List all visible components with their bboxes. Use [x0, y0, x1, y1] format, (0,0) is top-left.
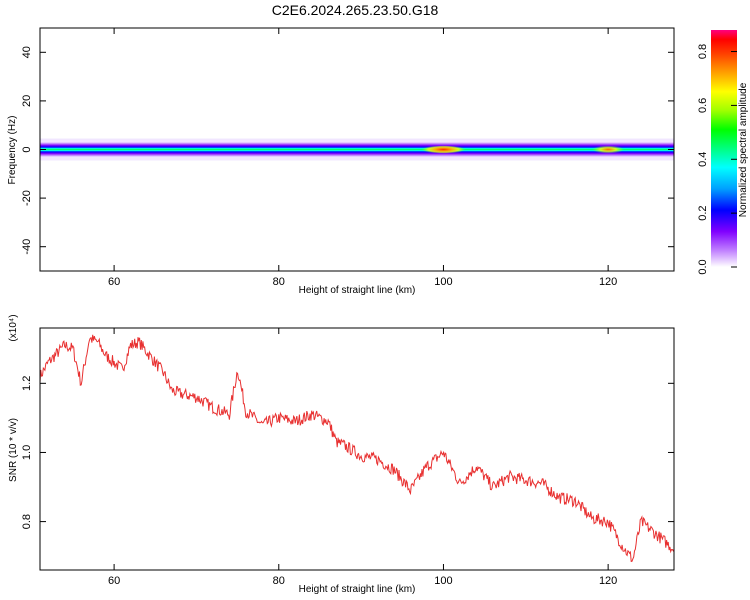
hotspot-1: [421, 145, 466, 154]
y-tick-label: -40: [21, 239, 33, 255]
x-tick-label: 100: [434, 276, 452, 288]
colorbar-tick-label: 0.8: [697, 44, 709, 59]
snr-y-label: SNR (10 * v/v): [8, 418, 19, 482]
hotspots: [421, 145, 625, 154]
colorbar: 0.0 0.2 0.4 0.6 0.8 Normalized spectral ampl…: [697, 30, 749, 275]
colorbar-label: Normalized spectral amplitude: [738, 82, 749, 217]
y-tick-label: 1.2: [21, 376, 33, 391]
snr-y-multiplier: (x10⁴): [8, 314, 19, 341]
x-tick-label: 120: [599, 575, 617, 587]
y-tick-label: 40: [21, 46, 33, 58]
x-tick-label: 120: [599, 276, 617, 288]
y-tick-label: -20: [21, 190, 33, 206]
x-tick-label: 60: [108, 575, 120, 587]
colorbar-gradient: [711, 30, 737, 267]
y-tick-label: 0.8: [21, 514, 33, 529]
y-tick-label: 0: [21, 146, 33, 152]
snr-x-label: Height of straight line (km): [299, 584, 416, 595]
spectral-band: [40, 142, 674, 157]
x-tick-label: 100: [434, 575, 452, 587]
snr-x-ticks: 60 80 100 120: [108, 328, 617, 587]
spectrogram-y-label: Frequency (Hz): [7, 116, 18, 185]
colorbar-tick-label: 0.6: [697, 98, 709, 113]
snr-series-line: [40, 334, 674, 562]
spectrogram-y-ticks: 40 20 0 -20 -40: [21, 46, 674, 255]
x-tick-label: 80: [273, 276, 285, 288]
spectrogram-x-label: Height of straight line (km): [299, 285, 416, 296]
x-tick-label: 80: [273, 575, 285, 587]
chart-title: C2E6.2024.265.23.50.G18: [272, 2, 439, 18]
snr-y-ticks: 1.2 1.0 0.8: [21, 376, 674, 529]
y-tick-label: 1.0: [21, 445, 33, 460]
colorbar-tick-label: 0.4: [697, 152, 709, 167]
spectrogram-x-ticks: 60 80 100 120: [108, 28, 617, 288]
snr-panel: 60 80 100 120 1.2 1.0 0.8 Height of straight …: [8, 314, 675, 595]
colorbar-ticks: 0.0 0.2 0.4 0.6 0.8: [697, 44, 737, 275]
y-tick-label: 20: [21, 95, 33, 107]
hotspot-2: [592, 145, 625, 154]
spectrogram-panel: 60 80 100 120 40 20 0 -20 -40 Height of straigh…: [7, 27, 675, 296]
snr-frame: [39, 327, 675, 571]
colorbar-tick-label: 0.0: [697, 259, 709, 274]
x-tick-label: 60: [108, 276, 120, 288]
colorbar-tick-label: 0.2: [697, 205, 709, 220]
